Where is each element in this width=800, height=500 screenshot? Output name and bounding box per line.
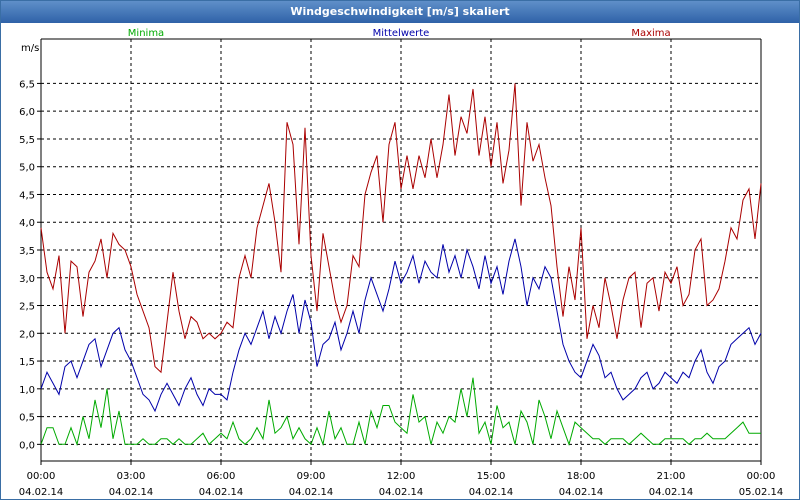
series-line-mittelwerte (40, 238, 762, 413)
x-tick-label-date: 04.02.14 (289, 487, 334, 498)
legend-entry-maxima: Maxima (631, 28, 670, 39)
x-tick-label-date: 04.02.14 (379, 487, 424, 498)
x-tick-label-date: 04.02.14 (19, 487, 64, 498)
y-tick-label: 3,5 (19, 246, 35, 257)
window-title: Windgeschwindigkeit [m/s] skaliert (1, 1, 799, 23)
y-tick-label: 2,0 (19, 329, 35, 340)
x-tick-label-time: 06:00 (207, 471, 236, 482)
y-tick-label: 6,0 (19, 107, 35, 118)
x-tick-label-time: 03:00 (117, 471, 146, 482)
y-tick-label: 5,5 (19, 135, 35, 146)
x-tick-label-date: 04.02.14 (469, 487, 514, 498)
y-tick-label: 0,5 (19, 413, 35, 424)
y-tick-label: 1,0 (19, 385, 35, 396)
series-lines (40, 83, 762, 447)
y-tick-label: 4,5 (19, 190, 35, 201)
x-tick-label-date: 04.02.14 (199, 487, 244, 498)
ticks: 0,0 0,5 1,0 1,5 2,0 2,5 3,0 3,5 4,0 4,5 5,0 5,5 6,0 6… (19, 79, 784, 498)
x-tick-label-time: 00:00 (27, 471, 56, 482)
y-axis-label: m/s (21, 43, 39, 54)
grid (41, 39, 761, 461)
legend-entry-mittelwerte: Mittelwerte (373, 28, 430, 39)
x-tick-label-time: 21:00 (657, 471, 686, 482)
x-tick-label-time: 12:00 (387, 471, 416, 482)
y-tick-label: 2,5 (19, 302, 35, 313)
y-tick-label: 3,0 (19, 274, 35, 285)
x-tick-label-date: 04.02.14 (109, 487, 154, 498)
y-tick-label: 0,0 (19, 440, 35, 451)
x-tick-label-time: 00:00 (747, 471, 776, 482)
legend: Minima Mittelwerte Maxima (128, 28, 671, 39)
y-tick-label: 6,5 (19, 79, 35, 90)
legend-entry-minima: Minima (128, 28, 164, 39)
x-tick-label-date: 05.02.14 (739, 487, 784, 498)
x-tick-label-date: 04.02.14 (649, 487, 694, 498)
series-line-minima (40, 377, 761, 447)
y-tick-label: 5,0 (19, 163, 35, 174)
y-tick-label: 1,5 (19, 357, 35, 368)
x-tick-label-date: 04.02.14 (559, 487, 604, 498)
series-line-maxima (40, 83, 762, 374)
x-tick-label-time: 09:00 (297, 471, 326, 482)
x-tick-label-time: 15:00 (477, 471, 506, 482)
y-tick-label: 4,0 (19, 218, 35, 229)
x-tick-label-time: 18:00 (567, 471, 596, 482)
